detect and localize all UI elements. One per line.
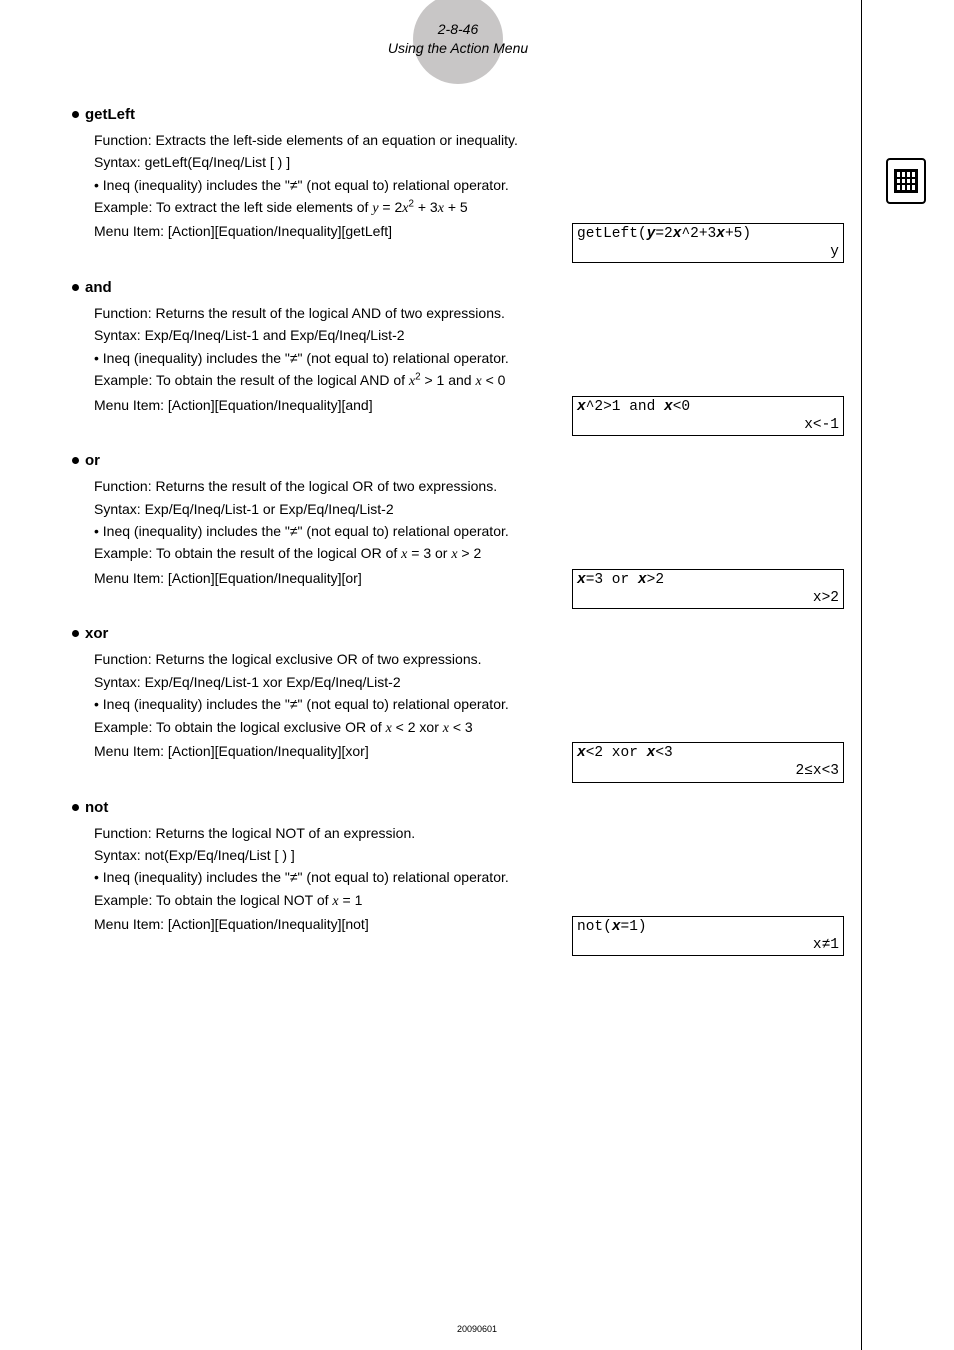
function-line: Function: Returns the logical NOT of an … (94, 822, 844, 844)
section-and: and Function: Returns the result of the l… (72, 279, 844, 436)
page-header: 2-8-46 Using the Action Menu (72, 20, 844, 58)
footer-date: 20090601 (457, 1324, 497, 1334)
page-ref: 2-8-46 (72, 20, 844, 39)
keyboard-icon (886, 158, 926, 204)
calculator-output-box: x=3 or x>2x>2 (572, 569, 844, 609)
note-line: • Ineq (inequality) includes the "≠" (no… (94, 693, 844, 715)
function-line: Function: Returns the logical exclusive … (94, 648, 844, 670)
calc-input-line: x^2>1 and x<0 (573, 397, 843, 416)
header-text: 2-8-46 Using the Action Menu (72, 20, 844, 58)
section-not: not Function: Returns the logical NOT of … (72, 799, 844, 956)
section-title: getLeft (72, 106, 844, 123)
calc-output-line: x≠1 (573, 936, 843, 955)
calc-input-line: x<2 xor x<3 (573, 743, 843, 762)
note-line: • Ineq (inequality) includes the "≠" (no… (94, 174, 844, 196)
section-title: not (72, 799, 844, 816)
syntax-line: Syntax: Exp/Eq/Ineq/List-1 or Exp/Eq/Ine… (94, 498, 844, 520)
function-line: Function: Returns the result of the logi… (94, 302, 844, 324)
calc-output-line: x>2 (573, 589, 843, 608)
note-line: • Ineq (inequality) includes the "≠" (no… (94, 520, 844, 542)
page-subtitle: Using the Action Menu (72, 39, 844, 58)
section-xor: xor Function: Returns the logical exclusi… (72, 625, 844, 782)
calculator-output-box: getLeft(y=2x^2+3x+5)y (572, 223, 844, 263)
note-line: • Ineq (inequality) includes the "≠" (no… (94, 347, 844, 369)
note-line: • Ineq (inequality) includes the "≠" (no… (94, 866, 844, 888)
calc-input-line: x=3 or x>2 (573, 570, 843, 589)
syntax-line: Syntax: Exp/Eq/Ineq/List-1 and Exp/Eq/In… (94, 324, 844, 346)
calc-output-line: 2≤x<3 (573, 762, 843, 781)
example-line: Example: To obtain the logical NOT of x … (94, 889, 844, 913)
page: 2-8-46 Using the Action Menu getLeft Func… (0, 0, 954, 1350)
section-title: or (72, 452, 844, 469)
example-line: Example: To obtain the logical exclusive… (94, 716, 844, 740)
calculator-output-box: not(x=1)x≠1 (572, 916, 844, 956)
syntax-line: Syntax: Exp/Eq/Ineq/List-1 xor Exp/Eq/In… (94, 671, 844, 693)
example-line: Example: To obtain the result of the log… (94, 369, 844, 393)
syntax-line: Syntax: not(Exp/Eq/Ineq/List [ ) ] (94, 844, 844, 866)
example-line: Example: To extract the left side elemen… (94, 196, 844, 220)
calculator-output-box: x<2 xor x<32≤x<3 (572, 742, 844, 782)
example-line: Example: To obtain the result of the log… (94, 542, 844, 566)
section-or: or Function: Returns the result of the lo… (72, 452, 844, 609)
calc-input-line: getLeft(y=2x^2+3x+5) (573, 224, 843, 243)
calc-output-line: y (573, 243, 843, 262)
vertical-divider (861, 0, 862, 1350)
section-title: xor (72, 625, 844, 642)
syntax-line: Syntax: getLeft(Eq/Ineq/List [ ) ] (94, 151, 844, 173)
sections-container: getLeft Function: Extracts the left-side … (72, 106, 844, 956)
section-getLeft: getLeft Function: Extracts the left-side … (72, 106, 844, 263)
section-title: and (72, 279, 844, 296)
calc-input-line: not(x=1) (573, 917, 843, 936)
calc-output-line: x<-1 (573, 416, 843, 435)
function-line: Function: Extracts the left-side element… (94, 129, 844, 151)
calculator-output-box: x^2>1 and x<0x<-1 (572, 396, 844, 436)
function-line: Function: Returns the result of the logi… (94, 475, 844, 497)
